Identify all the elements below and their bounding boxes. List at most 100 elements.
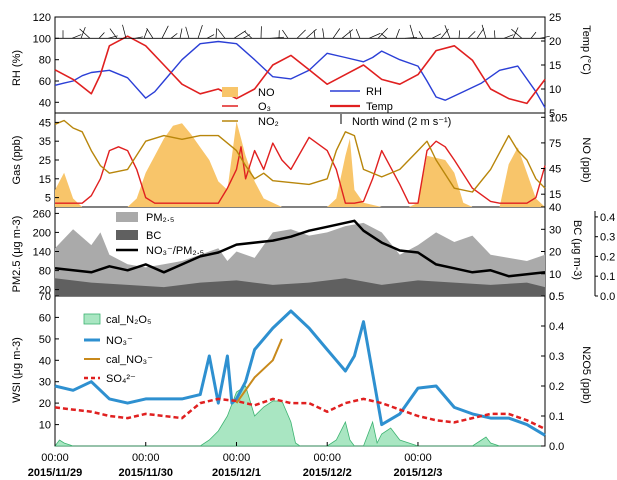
wind-barb — [355, 28, 361, 39]
ylabel-wsi: WSI (μg m-3) — [11, 337, 23, 403]
chart-series — [54, 24, 550, 447]
wind-barb — [444, 25, 451, 39]
legend-o3-label: O₃ — [258, 101, 271, 113]
wind-barb — [215, 28, 218, 39]
wind-barb — [341, 29, 354, 39]
wind-barb — [476, 28, 485, 39]
wind-barb — [431, 33, 442, 39]
ytick-left-panel4: 40 — [39, 355, 51, 367]
wind-barb — [269, 36, 285, 39]
ytick-far-right-panel3: 0.2 — [600, 251, 615, 263]
wind-barb — [80, 26, 86, 39]
ytick-right-panel3: 20 — [549, 247, 561, 259]
wind-barb — [418, 31, 424, 39]
wind-barb — [161, 25, 169, 39]
ytick-left-panel2: 25 — [39, 155, 51, 167]
series-cal-no3-panel4 — [235, 338, 283, 404]
legend-ratio-label: NO₃⁻/PM₂.₅ — [146, 245, 204, 257]
wind-barb — [244, 31, 253, 39]
series-no3-pm2-5-panel3 — [54, 219, 546, 278]
series-cal-n2o5-panel4 — [54, 385, 545, 447]
ytick-left-panel2: 15 — [39, 174, 51, 186]
ytick-left-panel4: 50 — [39, 334, 51, 346]
wind-barb — [313, 30, 316, 39]
ytick-right-panel4: 0.1 — [549, 411, 564, 423]
ytick-right-panel2: 105 — [549, 112, 567, 124]
ytick-left-panel3: 20 — [39, 285, 51, 297]
ytick-right-panel4: 0.3 — [549, 351, 564, 363]
ylabel-gas: Gas (ppb) — [11, 136, 23, 185]
ylabel-no: NO (ppb) — [580, 137, 592, 182]
ytick-left-panel4: 60 — [39, 312, 51, 324]
wind-barb — [368, 33, 381, 39]
wind-barb — [179, 28, 183, 39]
ytick-right-panel1: 20 — [549, 36, 561, 48]
x-axis-labels: 00:00 2015/11/29 00:00 2015/11/30 00:00 2015/… — [28, 452, 443, 479]
legend-calno3-label: cal_NO₃⁻ — [106, 354, 153, 366]
wind-barb — [511, 28, 523, 39]
wind-barb — [395, 28, 400, 39]
wind-barb — [79, 28, 91, 39]
axis-ticks: 4060801001205101520255152535451545751052… — [33, 12, 616, 453]
ytick-left-panel1: 120 — [33, 12, 51, 24]
legend-so4-label: SO₄²⁻ — [106, 373, 136, 385]
ytick-left-panel1: 40 — [39, 97, 51, 109]
series-no3-panel4 — [54, 309, 546, 437]
wind-barb — [185, 26, 190, 39]
ytick-left-panel2: 35 — [39, 136, 51, 148]
legend-rh-label: RH — [366, 86, 382, 98]
legend-temp-label: Temp — [366, 101, 393, 113]
ytick-right-panel1: 10 — [549, 84, 561, 96]
wind-barb — [109, 28, 118, 39]
wind-barb — [197, 24, 203, 39]
legend-pm25-label: PM₂.₅ — [146, 212, 174, 224]
ytick-left-panel3: 260 — [33, 208, 51, 220]
legend-no2-label: NO₂ — [258, 116, 279, 128]
legend-bc-swatch — [116, 230, 138, 240]
ytick-far-right-panel3: 0.3 — [600, 232, 615, 244]
ytick-left-panel3: 140 — [33, 247, 51, 259]
ytick-right-panel4: 0.0 — [549, 441, 564, 453]
ytick-far-right-panel3: 0.4 — [600, 212, 615, 224]
ytick-right-panel3: 10 — [549, 269, 561, 281]
wind-barb — [233, 30, 246, 39]
series-temp-panel1 — [54, 35, 546, 105]
x-date-label: 2015/12/1 — [212, 467, 261, 479]
ytick-left-panel1: 80 — [39, 55, 51, 67]
ytick-right-panel1: 5 — [549, 108, 555, 120]
legend-no-label: NO — [258, 87, 275, 99]
ytick-left-panel2: 45 — [39, 117, 51, 129]
wind-barb — [146, 28, 154, 39]
wind-barb — [404, 36, 418, 39]
ytick-left-panel4: 30 — [39, 377, 51, 389]
ytick-right-panel4: 0.2 — [549, 381, 564, 393]
wind-barb — [98, 32, 105, 39]
wind-barb — [282, 29, 289, 39]
ytick-right-panel3: 0 — [549, 291, 555, 303]
wind-barb — [134, 36, 143, 39]
wind-barb — [305, 28, 317, 39]
wind-barb — [349, 30, 352, 39]
ytick-right-panel1: 15 — [549, 60, 561, 72]
wind-barb — [440, 28, 449, 39]
wind-barb — [530, 31, 537, 39]
x-tick-label: 00:00 — [132, 452, 160, 464]
wind-barb — [170, 33, 178, 39]
series-pm2-5-panel3 — [55, 222, 545, 296]
ytick-right-panel4: 0.4 — [549, 321, 564, 333]
x-date-label: 2015/12/2 — [303, 467, 352, 479]
ytick-right-panel3: 40 — [549, 202, 561, 214]
legend-n2o5-swatch — [83, 313, 101, 325]
ytick-left-panel2: 5 — [45, 193, 51, 205]
series-rh-panel1 — [54, 40, 546, 109]
x-tick-label: 00:00 — [41, 452, 69, 464]
x-date-label: 2015/11/29 — [28, 467, 82, 479]
legend-n2o5-label: cal_N₂O₅ — [106, 314, 151, 326]
ytick-right-panel1: 25 — [549, 12, 561, 24]
wind-barb — [409, 24, 415, 39]
ytick-left-panel3: 200 — [33, 227, 51, 239]
wind-barb — [494, 30, 496, 39]
ytick-right-panel4: 0.5 — [549, 291, 564, 303]
wind-barb — [206, 34, 215, 39]
